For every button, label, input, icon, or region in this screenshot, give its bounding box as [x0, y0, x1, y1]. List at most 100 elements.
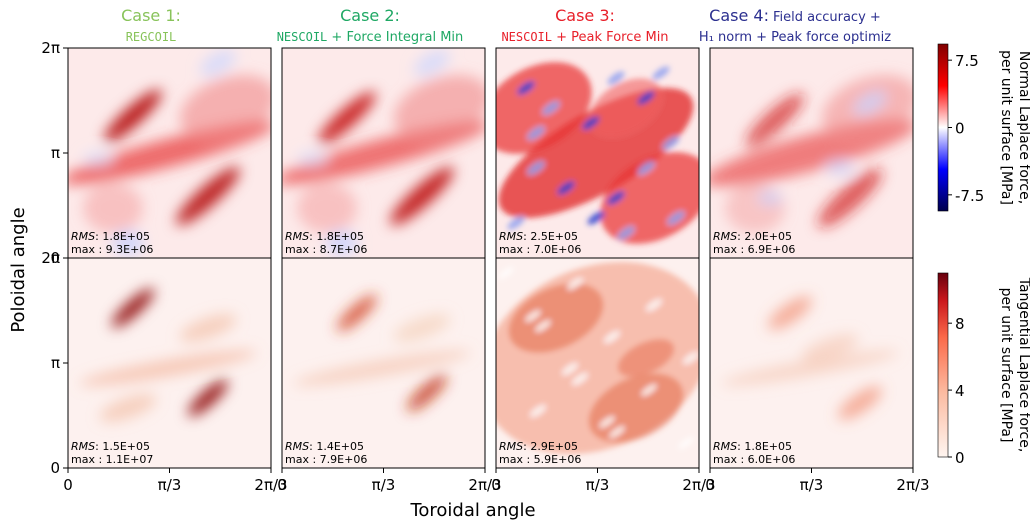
case-3-subtitle-part: + Peak Force Min: [552, 30, 669, 45]
rms-annotation: RMS: 1.4E+05: [285, 440, 364, 453]
rms-annotation: RMS: 1.5E+05: [71, 440, 150, 453]
rms-label: RMS: [285, 230, 309, 243]
field-feature: [588, 373, 684, 443]
rms-annotation: RMS: 2.5E+05: [499, 230, 578, 243]
field-feature: [297, 152, 327, 164]
max-label: max: [71, 453, 95, 466]
field-feature: [83, 152, 113, 164]
field-feature: [297, 183, 357, 233]
field-feature: [637, 91, 655, 105]
case-2-subtitle: NESCOIL + Force Integral Min: [277, 30, 464, 45]
max-value: : 6.9E+06: [737, 243, 795, 256]
max-label: max: [499, 243, 523, 256]
heatmap-blobs: [79, 288, 257, 422]
field-feature: [817, 168, 883, 228]
max-annotation: max : 5.9E+06: [499, 453, 581, 466]
max-label: max: [713, 243, 737, 256]
y-tick-label: 0: [50, 459, 60, 477]
case-4-title-line1: Case 4: Field accuracy +: [709, 6, 881, 25]
y-tick-label: π: [51, 354, 60, 372]
field-feature: [618, 339, 674, 377]
field-feature: [99, 394, 157, 422]
max-label: max: [71, 243, 95, 256]
heatmap-blobs: [282, 49, 485, 255]
case-1-subtitle-part: REGCOIL: [126, 30, 177, 44]
x-tick-label: π/3: [586, 476, 610, 494]
field-feature: [199, 49, 237, 77]
case-1-subtitle: REGCOIL: [126, 30, 177, 44]
heatmap-field: [710, 48, 913, 258]
rms-value: : 2.5E+05: [523, 230, 578, 243]
case-4-title-text: Case 4:: [709, 6, 769, 25]
x-tick-label: 2π/3: [254, 476, 287, 494]
heatmap-blobs: [496, 62, 699, 244]
field-feature: [557, 181, 575, 195]
rms-label: RMS: [71, 230, 95, 243]
colorbar-tick-label: -7.5: [955, 187, 984, 205]
colorbar-label-line1: Normal Laplace force,: [1016, 51, 1030, 204]
field-feature: [604, 331, 620, 343]
max-label: max: [285, 453, 309, 466]
max-value: : 8.7E+06: [309, 243, 367, 256]
case-3-subtitle: NESCOIL + Peak Force Min: [501, 30, 668, 45]
x-tick-label: π/3: [158, 476, 182, 494]
case-2-title-text: Case 2:: [340, 6, 400, 25]
field-feature: [637, 161, 655, 175]
field-feature: [393, 75, 485, 141]
field-feature: [535, 320, 551, 332]
max-annotation: max : 7.0E+06: [499, 243, 581, 256]
heatmap-field: [496, 258, 699, 468]
case-1-title-text: Case 1:: [121, 6, 181, 25]
max-annotation: max : 7.9E+06: [285, 453, 367, 466]
max-annotation: max : 6.0E+06: [713, 453, 795, 466]
x-tick-label: 2π/3: [682, 476, 715, 494]
field-feature: [393, 314, 451, 342]
field-feature: [112, 231, 144, 255]
rms-value: : 2.9E+05: [523, 440, 578, 453]
field-feature: [326, 231, 358, 255]
field-feature: [527, 161, 545, 175]
rms-value: : 1.4E+05: [309, 440, 364, 453]
field-feature: [768, 296, 812, 330]
colorbar-label-line1: Tangential Laplace force,: [1016, 277, 1030, 453]
field-feature: [725, 183, 785, 233]
field-feature: [337, 294, 377, 332]
field-feature: [496, 62, 592, 154]
field-feature: [600, 152, 699, 244]
field-feature: [176, 166, 240, 226]
case-2-title: Case 2: NESCOIL + Force Integral Min: [277, 6, 464, 45]
y-tick-label: π: [51, 144, 60, 162]
rms-annotation: RMS: 2.9E+05: [499, 440, 578, 453]
field-feature: [572, 373, 588, 385]
field-feature: [582, 116, 600, 130]
x-axis-label: Toroidal angle: [409, 500, 535, 521]
rms-value: : 2.0E+05: [737, 230, 792, 243]
field-feature: [530, 405, 546, 417]
field-feature: [678, 437, 694, 449]
rms-annotation: RMS: 1.8E+05: [713, 440, 792, 453]
case-4-title-extra: Field accuracy +: [773, 10, 881, 25]
field-feature: [83, 183, 143, 233]
colorbar-tangential: 8 4 0 Tangential Laplace force,per unit sur…: [937, 272, 1030, 467]
max-value: : 6.0E+06: [737, 453, 795, 466]
field-feature: [607, 191, 625, 205]
field-feature: [617, 226, 635, 240]
y-tick-label: 2π: [41, 39, 60, 57]
field-feature: [542, 101, 560, 115]
max-annotation: max : 6.9E+06: [713, 243, 795, 256]
field-feature: [683, 352, 699, 364]
field-feature: [517, 81, 535, 95]
colorbar-tick-label: 4: [955, 382, 965, 400]
field-feature: [390, 166, 454, 226]
y-tick-label: 2π: [41, 249, 60, 267]
max-label: max: [285, 243, 309, 256]
heatmap-blobs: [68, 49, 271, 255]
colorbar-tick-label: 0: [955, 120, 965, 138]
x-tick-label: π/3: [372, 476, 396, 494]
max-annotation: max : 9.3E+06: [71, 243, 153, 256]
